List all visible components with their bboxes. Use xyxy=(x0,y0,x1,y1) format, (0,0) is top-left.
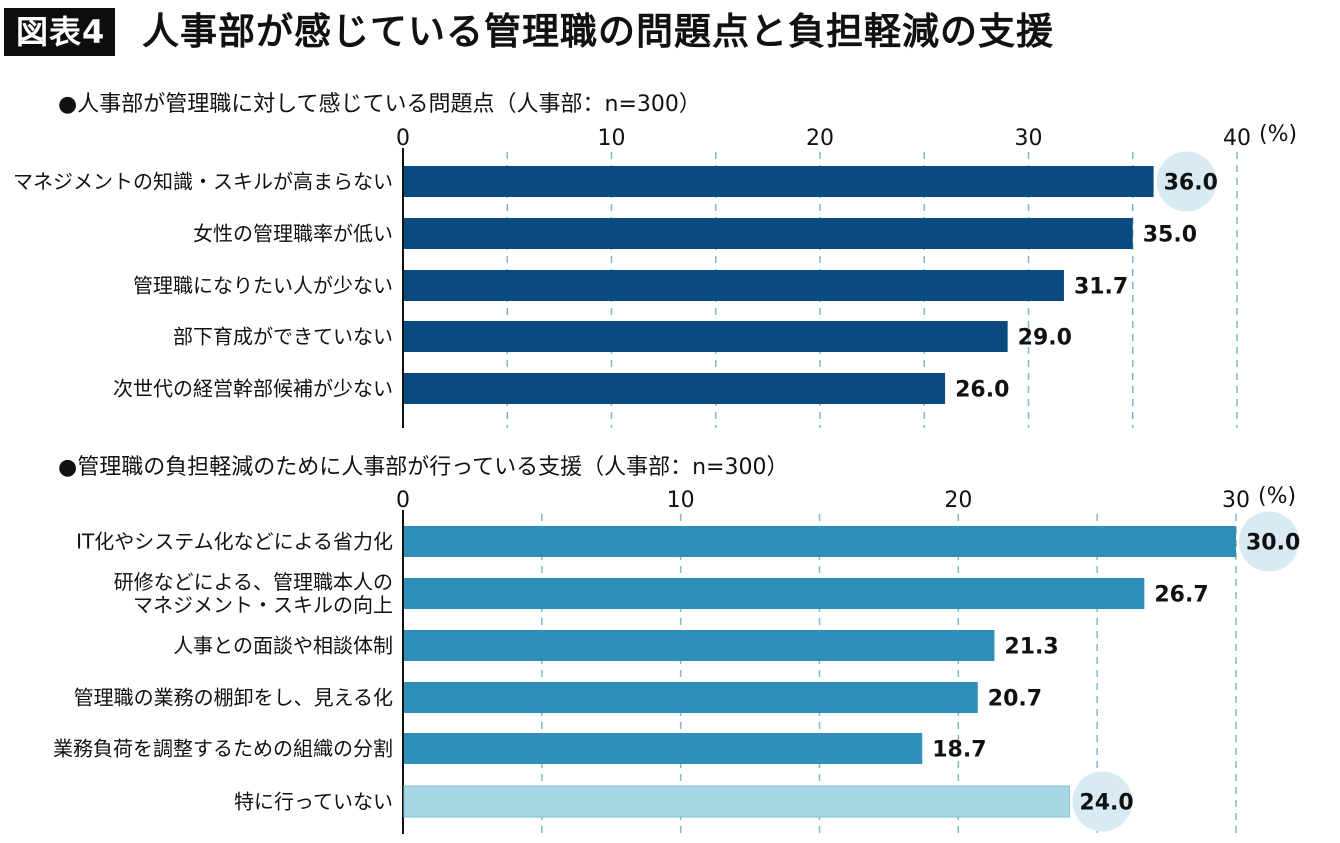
header: 図表4 人事部が感じている管理職の問題点と負担軽減の支援 xyxy=(0,0,1340,70)
chart1-category-label: 部下育成ができていない xyxy=(173,325,393,349)
chart2-tick-label: 30 xyxy=(1222,488,1250,513)
chart1-bar xyxy=(404,270,1064,301)
chart2-value-label: 21.3 xyxy=(1004,635,1058,660)
chart2-tick-label: 0 xyxy=(396,488,410,513)
chart1-value-label: 31.7 xyxy=(1074,275,1128,300)
chart1-tick-label: 40 xyxy=(1223,126,1251,151)
chart1-bar xyxy=(404,166,1154,197)
chart2-value-label: 26.7 xyxy=(1154,583,1208,608)
chart2-bar xyxy=(404,733,923,764)
chart1-bar xyxy=(404,321,1008,352)
chart2-category-label: 人事との面談や相談体制 xyxy=(173,634,393,658)
chart1-unit-label: (%) xyxy=(1259,122,1297,147)
chart1-category-label: 管理職になりたい人が少ない xyxy=(133,274,393,298)
chart1-tick-label: 10 xyxy=(598,126,626,151)
page-title: 人事部が感じている管理職の問題点と負担軽減の支援 xyxy=(142,10,1054,53)
chart2-highlight-circle xyxy=(1239,511,1299,572)
chart2-category-label: 研修などによる、管理職本人の xyxy=(114,570,393,594)
chart2-bar xyxy=(403,785,1070,818)
chart1-tick-label: 0 xyxy=(396,126,410,151)
chart1-category-label: マネジメントの知識・スキルが高まらない xyxy=(13,170,393,194)
chart2-tick-label: 20 xyxy=(944,488,972,513)
chart2-value-label: 18.7 xyxy=(932,738,986,763)
chart1-value-label: 26.0 xyxy=(955,378,1009,403)
chart1-value-label: 29.0 xyxy=(1018,326,1072,351)
chart2-category-label: IT化やシステム化などによる省力化 xyxy=(76,530,393,554)
chart2-bar xyxy=(404,526,1236,557)
chart2-category-label: マネジメント・スキルの向上 xyxy=(133,593,393,617)
chart2-unit-label: (%) xyxy=(1258,484,1296,509)
chart2-bar xyxy=(404,682,978,713)
chart2-highlight-circle xyxy=(1072,771,1133,832)
chart2-value-label: 30.0 xyxy=(1246,531,1300,556)
chart2-value-label: 20.7 xyxy=(988,687,1042,712)
chart2-category-label: 管理職の業務の棚卸をし、見える化 xyxy=(74,686,393,710)
chart2-title: ●管理職の負担軽減のために人事部が行っている支援（人事部：n=300） xyxy=(58,455,789,480)
chart1-highlight-circle xyxy=(1156,151,1217,212)
chart2-category-label: 特に行っていない xyxy=(234,790,393,814)
chart2-category-label: 業務負荷を調整するための組織の分割 xyxy=(53,737,393,761)
chart1-category-label: 次世代の経営幹部候補が少ない xyxy=(113,377,393,401)
chart1-value-label: 35.0 xyxy=(1143,223,1197,248)
chart2-tick-label: 10 xyxy=(667,488,695,513)
chart1-category-label: 女性の管理職率が低い xyxy=(193,222,393,246)
figure-badge: 図表4 xyxy=(4,8,116,56)
chart2-bar xyxy=(404,578,1145,609)
chart1-value-label: 36.0 xyxy=(1164,171,1218,196)
chart1-title: ●人事部が管理職に対して感じている問題点（人事部：n=300） xyxy=(58,92,701,117)
chart1-bar xyxy=(404,373,946,404)
chart2-value-label: 24.0 xyxy=(1079,791,1133,816)
chart1-tick-label: 20 xyxy=(806,126,834,151)
chart1-tick-label: 30 xyxy=(1015,126,1043,151)
chart2-bar xyxy=(404,630,995,661)
chart1-bar xyxy=(404,218,1133,249)
